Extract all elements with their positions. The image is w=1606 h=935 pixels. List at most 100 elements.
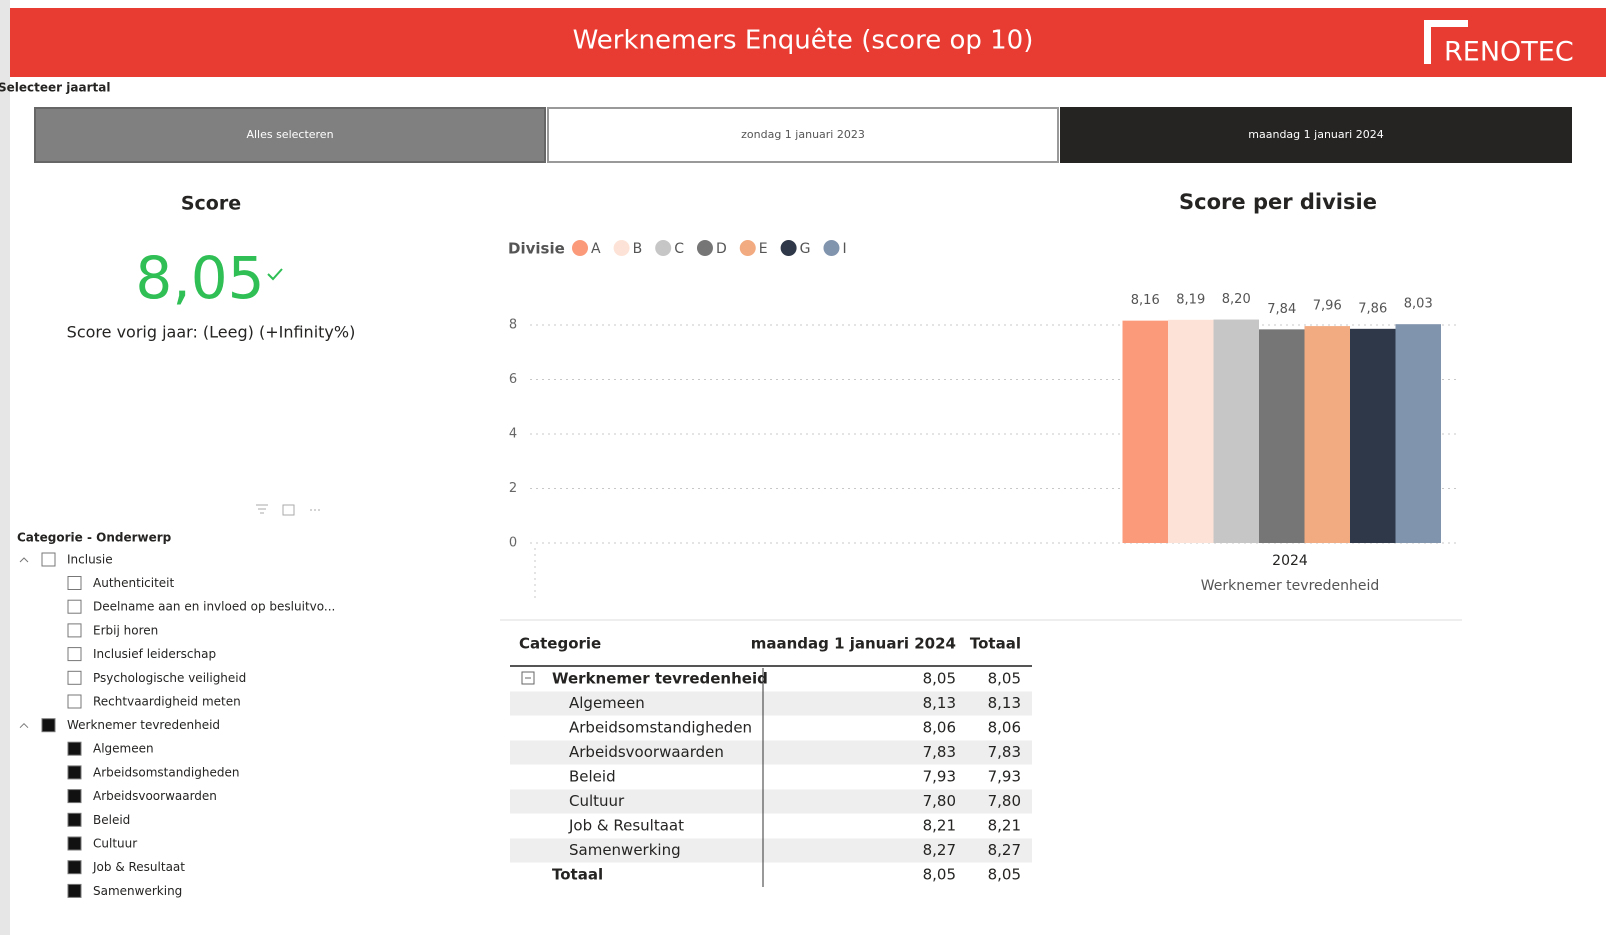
tree-item: Authenticiteit — [93, 576, 175, 590]
table-cell: 7,80 — [923, 792, 956, 810]
checkbox[interactable] — [67, 599, 82, 614]
checkbox[interactable] — [67, 576, 82, 590]
legend-swatch — [823, 240, 840, 256]
slicer-label: Selecteer jaartal — [0, 81, 110, 95]
table-cell: 7,83 — [923, 743, 956, 761]
table-cell: 8,27 — [988, 841, 1021, 859]
y-tick-label: 0 — [509, 536, 517, 551]
table-cell: 8,06 — [988, 719, 1021, 737]
table-cell: 7,93 — [923, 768, 956, 786]
table-cell: 8,05 — [923, 670, 956, 688]
legend-swatch — [655, 240, 672, 256]
legend-label: G — [800, 241, 811, 257]
legend-swatch — [613, 240, 630, 256]
checkbox[interactable] — [67, 789, 82, 804]
tree-item: Cultuur — [93, 837, 137, 851]
legend-swatch — [780, 240, 797, 256]
checkbox[interactable] — [67, 765, 82, 780]
x-axis-label: Werknemer tevredenheid — [1201, 578, 1380, 594]
tree-item: Inclusief leiderschap — [93, 647, 216, 661]
checkbox[interactable] — [67, 883, 82, 898]
table-header: Categorie — [519, 635, 601, 653]
table-cell: Samenwerking — [569, 841, 681, 859]
tree-item: Erbij horen — [93, 623, 158, 637]
table-cell: 8,05 — [988, 866, 1021, 884]
slicer-option: Alles selecteren — [246, 128, 333, 141]
data-label: 7,86 — [1358, 301, 1387, 316]
table-cell: 8,13 — [923, 694, 956, 712]
logo-text: RENOTEC — [1444, 37, 1574, 68]
checkbox[interactable] — [67, 741, 82, 756]
legend-swatch — [696, 240, 713, 256]
visual-icons — [256, 504, 322, 516]
chart-title: Score per divisie — [1179, 190, 1377, 214]
checkbox[interactable] — [67, 860, 82, 875]
table-cell: Beleid — [569, 768, 616, 786]
legend-label: A — [591, 241, 601, 257]
legend-label: I — [842, 241, 846, 257]
data-label: 8,19 — [1176, 292, 1205, 307]
data-label: 7,84 — [1267, 302, 1296, 317]
table-header: Totaal — [970, 635, 1021, 653]
header-title: Werknemers Enquête (score op 10) — [573, 26, 1034, 56]
checkbox[interactable] — [67, 647, 82, 662]
checkbox[interactable] — [67, 694, 82, 709]
score-subtitle: Score vorig jaar: (Leeg) (+Infinity%) — [67, 323, 356, 342]
checkbox[interactable] — [41, 552, 56, 567]
legend-label: D — [716, 241, 727, 257]
checkbox[interactable] — [67, 836, 82, 851]
tree-item: Rechtvaardigheid meten — [93, 695, 241, 709]
table-cell: 7,93 — [988, 768, 1021, 786]
row-band — [510, 838, 1032, 863]
table-cell: 8,05 — [923, 866, 956, 884]
score-title: Score — [181, 193, 241, 215]
logo-mark — [1424, 20, 1468, 64]
checkbox[interactable] — [67, 623, 82, 638]
slicer-button[interactable] — [1060, 107, 1572, 163]
bar — [1259, 329, 1305, 543]
legend-label: C — [674, 241, 684, 257]
table-cell: 8,21 — [923, 817, 956, 835]
legend-swatch — [739, 240, 756, 256]
y-tick-label: 2 — [509, 481, 517, 496]
data-label: 8,16 — [1131, 293, 1160, 308]
tree-item: Samenwerking — [93, 884, 182, 898]
table-cell: 8,06 — [923, 719, 956, 737]
bar — [1350, 328, 1396, 543]
slicer-option: zondag 1 januari 2023 — [741, 128, 865, 141]
checkbox[interactable] — [67, 812, 82, 827]
tree-item: Algemeen — [93, 742, 154, 756]
x-tick-label: 2024 — [1272, 553, 1308, 569]
chevron — [19, 557, 29, 563]
data-label: 8,03 — [1404, 297, 1433, 312]
table-cell: 8,21 — [988, 817, 1021, 835]
slicer-button[interactable] — [547, 107, 1059, 163]
checkbox[interactable] — [67, 670, 82, 685]
tree-item: Deelname aan en invloed op besluitvo... — [93, 600, 335, 614]
row-band — [510, 789, 1032, 814]
y-tick-label: 4 — [509, 427, 517, 442]
table-cell: 8,05 — [988, 670, 1021, 688]
table-cell: Algemeen — [569, 694, 645, 712]
table-cell: 7,83 — [988, 743, 1021, 761]
checkbox[interactable] — [41, 718, 56, 733]
tree-group: Inclusie — [67, 553, 113, 567]
table-cell: Cultuur — [569, 792, 625, 810]
score-value: 8,05 — [135, 244, 264, 312]
bar — [1304, 326, 1350, 543]
legend-label: E — [759, 241, 768, 257]
bar — [1395, 324, 1441, 543]
slicer-button[interactable] — [34, 107, 546, 163]
bar — [1168, 319, 1214, 543]
tree-item: Psychologische veiligheid — [93, 671, 246, 685]
table-header: maandag 1 januari 2024 — [751, 635, 956, 653]
tree-item: Beleid — [93, 813, 130, 827]
legend-title: Divisie — [508, 240, 565, 258]
tree-item: Job & Resultaat — [92, 860, 185, 874]
table-cell: 7,80 — [988, 792, 1021, 810]
table-cell: Arbeidsvoorwaarden — [569, 743, 724, 761]
left-strip — [0, 0, 10, 935]
check-icon — [267, 268, 283, 281]
